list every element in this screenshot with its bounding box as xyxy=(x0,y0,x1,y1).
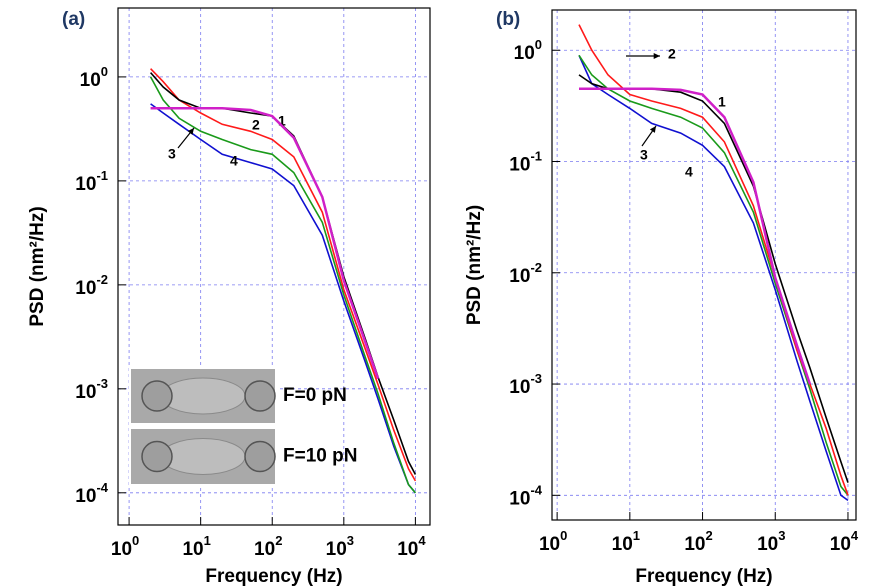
y-tick-label: 10-1 xyxy=(509,149,542,176)
x-tick-label: 100 xyxy=(539,528,567,555)
x-tick-label: 104 xyxy=(397,533,426,560)
panel-label: (b) xyxy=(496,9,520,30)
y-tick-label-exponent: -1 xyxy=(530,149,542,164)
x-tick-label: 100 xyxy=(111,533,139,560)
arrow-head xyxy=(653,52,660,60)
x-tick-label-exponent: 4 xyxy=(851,528,859,543)
psd-curve xyxy=(150,103,417,494)
x-tick-label-base: 10 xyxy=(539,534,560,555)
curve-label: 3 xyxy=(168,146,176,162)
psd-curve xyxy=(578,54,849,496)
y-tick-label-exponent: -1 xyxy=(96,168,108,183)
x-tick-label-exponent: 0 xyxy=(132,533,139,548)
y-tick-label-exponent: 0 xyxy=(535,38,542,53)
x-tick-label-base: 10 xyxy=(757,534,778,555)
inset-bead xyxy=(141,380,173,412)
psd-curve xyxy=(578,24,849,496)
y-tick-label-exponent: -3 xyxy=(96,376,108,391)
curve-label: 2 xyxy=(252,117,260,133)
x-tick-label-exponent: 0 xyxy=(560,528,567,543)
y-tick-label: 10-1 xyxy=(75,168,108,195)
x-tick-label-exponent: 4 xyxy=(418,533,426,548)
x-tick-label-base: 10 xyxy=(684,534,705,555)
x-tick-label: 101 xyxy=(182,533,210,560)
inset-bead xyxy=(244,440,276,473)
x-tick-label-base: 10 xyxy=(326,539,347,560)
x-axis-label: Frequency (Hz) xyxy=(205,566,342,587)
y-tick-label-base: 10 xyxy=(75,174,96,195)
y-tick-label: 10-3 xyxy=(509,371,542,398)
x-tick-label-exponent: 3 xyxy=(778,528,785,543)
y-tick-label: 10-3 xyxy=(75,376,108,403)
y-tick-label-base: 10 xyxy=(509,155,530,176)
y-tick-label-base: 10 xyxy=(514,43,535,64)
plot-frame xyxy=(117,7,431,526)
y-tick-label: 10-2 xyxy=(509,260,542,287)
inset-bead xyxy=(244,380,276,412)
fit-curve xyxy=(579,87,812,385)
x-tick-label: 102 xyxy=(684,528,712,555)
x-axis-label: Frequency (Hz) xyxy=(635,566,772,587)
plot-frame xyxy=(551,9,857,521)
y-tick-label-base: 10 xyxy=(509,488,530,509)
curve-label: 3 xyxy=(640,147,648,163)
y-tick-label-exponent: -2 xyxy=(530,260,542,275)
fit-curve xyxy=(150,106,380,380)
y-tick-label-exponent: 0 xyxy=(101,64,108,79)
x-tick-label-base: 10 xyxy=(397,539,418,560)
x-tick-label-base: 10 xyxy=(830,534,851,555)
y-tick-label: 100 xyxy=(80,64,108,91)
x-tick-label: 101 xyxy=(612,528,640,555)
y-tick-label: 10-4 xyxy=(509,483,542,510)
x-tick-label-exponent: 3 xyxy=(347,533,354,548)
inset-cell xyxy=(160,438,246,475)
y-tick-label-base: 10 xyxy=(75,278,96,299)
curve-label: 1 xyxy=(278,113,286,129)
curve-label: 4 xyxy=(685,164,693,180)
x-tick-label: 102 xyxy=(254,533,282,560)
y-tick-label-exponent: -4 xyxy=(530,483,542,498)
y-axis-label: PSD (nm²/Hz) xyxy=(27,206,48,326)
y-tick-label: 10-2 xyxy=(75,272,108,299)
x-tick-label: 104 xyxy=(830,528,859,555)
panel-label: (a) xyxy=(62,9,85,30)
y-tick-label-base: 10 xyxy=(75,382,96,403)
x-tick-label-base: 10 xyxy=(182,539,203,560)
y-tick-label-exponent: -4 xyxy=(96,480,108,495)
arrow-head xyxy=(187,128,194,135)
y-tick-label-base: 10 xyxy=(509,377,530,398)
x-tick-label-exponent: 2 xyxy=(275,533,282,548)
x-tick-label-base: 10 xyxy=(111,539,132,560)
y-tick-label: 10-4 xyxy=(75,480,108,507)
inset-cell xyxy=(160,377,246,415)
y-tick-label-exponent: -3 xyxy=(530,371,542,386)
x-tick-label-exponent: 1 xyxy=(633,528,640,543)
x-tick-label-base: 10 xyxy=(254,539,275,560)
y-tick-label-exponent: -2 xyxy=(96,272,108,287)
y-tick-label: 100 xyxy=(514,38,542,65)
x-tick-label-base: 10 xyxy=(612,534,633,555)
y-tick-label-base: 10 xyxy=(80,70,101,91)
curve-label: 1 xyxy=(718,94,726,110)
psd-curve xyxy=(578,54,849,502)
psd-curve xyxy=(149,76,417,494)
inset-label: F=0 pN xyxy=(283,385,347,406)
x-tick-label: 103 xyxy=(326,533,354,560)
curve-label: 2 xyxy=(668,46,676,62)
inset-label: F=10 pN xyxy=(283,446,357,467)
x-tick-label-exponent: 1 xyxy=(204,533,211,548)
x-tick-label: 103 xyxy=(757,528,785,555)
y-tick-label-base: 10 xyxy=(75,486,96,507)
curve-label: 4 xyxy=(230,153,238,169)
x-tick-label-exponent: 2 xyxy=(705,528,712,543)
arrow-head xyxy=(649,126,656,133)
y-axis-label: PSD (nm²/Hz) xyxy=(464,205,485,325)
psd-curve xyxy=(578,74,849,483)
y-tick-label-base: 10 xyxy=(509,266,530,287)
psd-curve xyxy=(150,68,417,482)
inset-bead xyxy=(141,440,173,473)
